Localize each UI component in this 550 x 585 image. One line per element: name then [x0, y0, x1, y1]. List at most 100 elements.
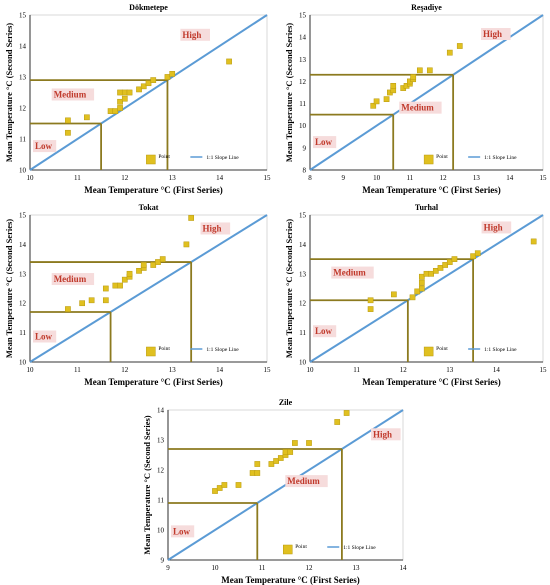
- y-tick-label: 10: [19, 167, 27, 175]
- data-point: [164, 74, 171, 80]
- class-label-bg-low: [313, 325, 337, 338]
- legend-point-label: Point: [436, 346, 448, 352]
- x-tick-label: 12: [121, 174, 129, 182]
- x-tick-label: 15: [264, 174, 272, 182]
- data-point: [216, 485, 223, 491]
- data-point: [188, 215, 195, 221]
- x-tick-label: 15: [540, 366, 548, 374]
- data-point: [140, 83, 147, 90]
- y-tick-label: 12: [157, 467, 165, 475]
- y-tick-label: 14: [299, 34, 307, 42]
- y-tick-label: 10: [299, 122, 307, 130]
- data-point: [155, 259, 161, 265]
- x-tick-label: 11: [74, 174, 81, 182]
- data-point: [409, 294, 416, 301]
- x-tick-label: 8: [308, 174, 312, 182]
- x-tick-label: 13: [446, 366, 454, 374]
- class-label-low: Low: [315, 326, 333, 336]
- data-point: [390, 83, 397, 89]
- y-tick-label: 15: [19, 12, 27, 20]
- data-point: [102, 297, 109, 304]
- class-label-high: High: [483, 29, 502, 39]
- x-tick-label: 13: [169, 366, 177, 374]
- data-point: [442, 262, 448, 268]
- data-point: [121, 95, 128, 102]
- y-axis-label: Mean Temperature °C (Second Series): [142, 415, 152, 554]
- class-label-low: Low: [35, 141, 53, 151]
- y-tick-label: 15: [299, 212, 307, 220]
- data-point: [183, 241, 190, 248]
- class-label-bg-medium: [331, 266, 374, 279]
- slope-line: [309, 214, 544, 363]
- data-point: [117, 98, 123, 105]
- legend-point-marker: [146, 154, 156, 165]
- data-point: [117, 105, 123, 111]
- x-axis-label: Mean Temperature °C (First Series): [362, 377, 500, 387]
- data-point: [254, 470, 261, 476]
- data-point: [292, 440, 298, 446]
- data-point: [150, 77, 157, 83]
- class-label-bg-medium: [399, 101, 442, 114]
- data-point: [470, 253, 476, 260]
- y-tick-label: 10: [19, 359, 27, 367]
- chart-dokmetepe: Low Medium High 10 11 12 13 14 15 10 11 12 13 14 15 Dök…: [4, 3, 271, 195]
- x-axis-label: Mean Temperature °C (First Series): [84, 185, 222, 195]
- data-point: [84, 114, 90, 121]
- data-point: [367, 306, 374, 312]
- data-point: [416, 67, 423, 74]
- x-tick-label: 14: [216, 174, 224, 182]
- data-point: [426, 67, 433, 74]
- chart-turhal: Low Medium High 10 11 12 13 14 15 10 11 12 13 14 15 Tur…: [284, 203, 547, 387]
- data-point: [126, 89, 133, 96]
- legend-point-label: Point: [158, 154, 170, 160]
- class-label-bg-low: [33, 330, 57, 343]
- data-point: [446, 49, 453, 56]
- data-point: [79, 300, 85, 307]
- data-point: [418, 279, 425, 286]
- x-tick-label: 14: [400, 564, 408, 572]
- y-tick-label: 12: [299, 300, 307, 308]
- data-point: [107, 108, 114, 114]
- data-point: [383, 96, 390, 102]
- data-point: [343, 410, 350, 416]
- data-point: [235, 482, 242, 488]
- x-tick-label: 12: [400, 366, 408, 374]
- class-label-bg-high: [481, 221, 512, 234]
- x-tick-label: 13: [473, 174, 481, 182]
- data-point: [88, 297, 95, 304]
- legend-point-label: Point: [295, 544, 307, 550]
- data-point: [474, 250, 481, 257]
- x-tick-label: 13: [169, 174, 177, 182]
- data-point: [112, 282, 119, 289]
- legend-slope-line-label: 1:1 Slope Line: [206, 347, 239, 353]
- legend-slope-line-label: 1:1 Slope Line: [484, 347, 517, 353]
- legend-slope-line-label: 1:1 Slope Line: [206, 155, 239, 161]
- chart-title: Dökmetepe: [129, 3, 168, 12]
- data-point: [414, 288, 421, 295]
- data-point: [530, 238, 537, 245]
- data-point: [159, 256, 166, 262]
- class-label-bg-high: [371, 428, 401, 441]
- data-point: [65, 117, 71, 124]
- y-tick-label: 9: [161, 557, 165, 565]
- class-label-bg-low: [171, 525, 195, 538]
- y-tick-label: 11: [299, 100, 306, 108]
- data-point: [121, 89, 128, 96]
- y-tick-label: 13: [19, 74, 27, 82]
- class-label-bg-low: [313, 136, 337, 149]
- chart-title: Zile: [279, 398, 293, 407]
- y-axis-label: Mean Temperature °C (Second Series): [284, 23, 294, 162]
- x-axis-label: Mean Temperature °C (First Series): [221, 575, 359, 585]
- x-tick-label: 10: [212, 564, 220, 572]
- class-label-bg-low: [33, 140, 57, 153]
- data-point: [273, 458, 279, 464]
- x-tick-label: 11: [74, 366, 81, 374]
- y-tick-label: 11: [299, 329, 306, 337]
- class-label-low: Low: [35, 332, 53, 342]
- slope-line: [309, 14, 544, 171]
- class-label-bg-high: [481, 28, 511, 40]
- data-point: [437, 265, 444, 271]
- y-tick-label: 14: [19, 241, 27, 249]
- data-point: [117, 282, 123, 289]
